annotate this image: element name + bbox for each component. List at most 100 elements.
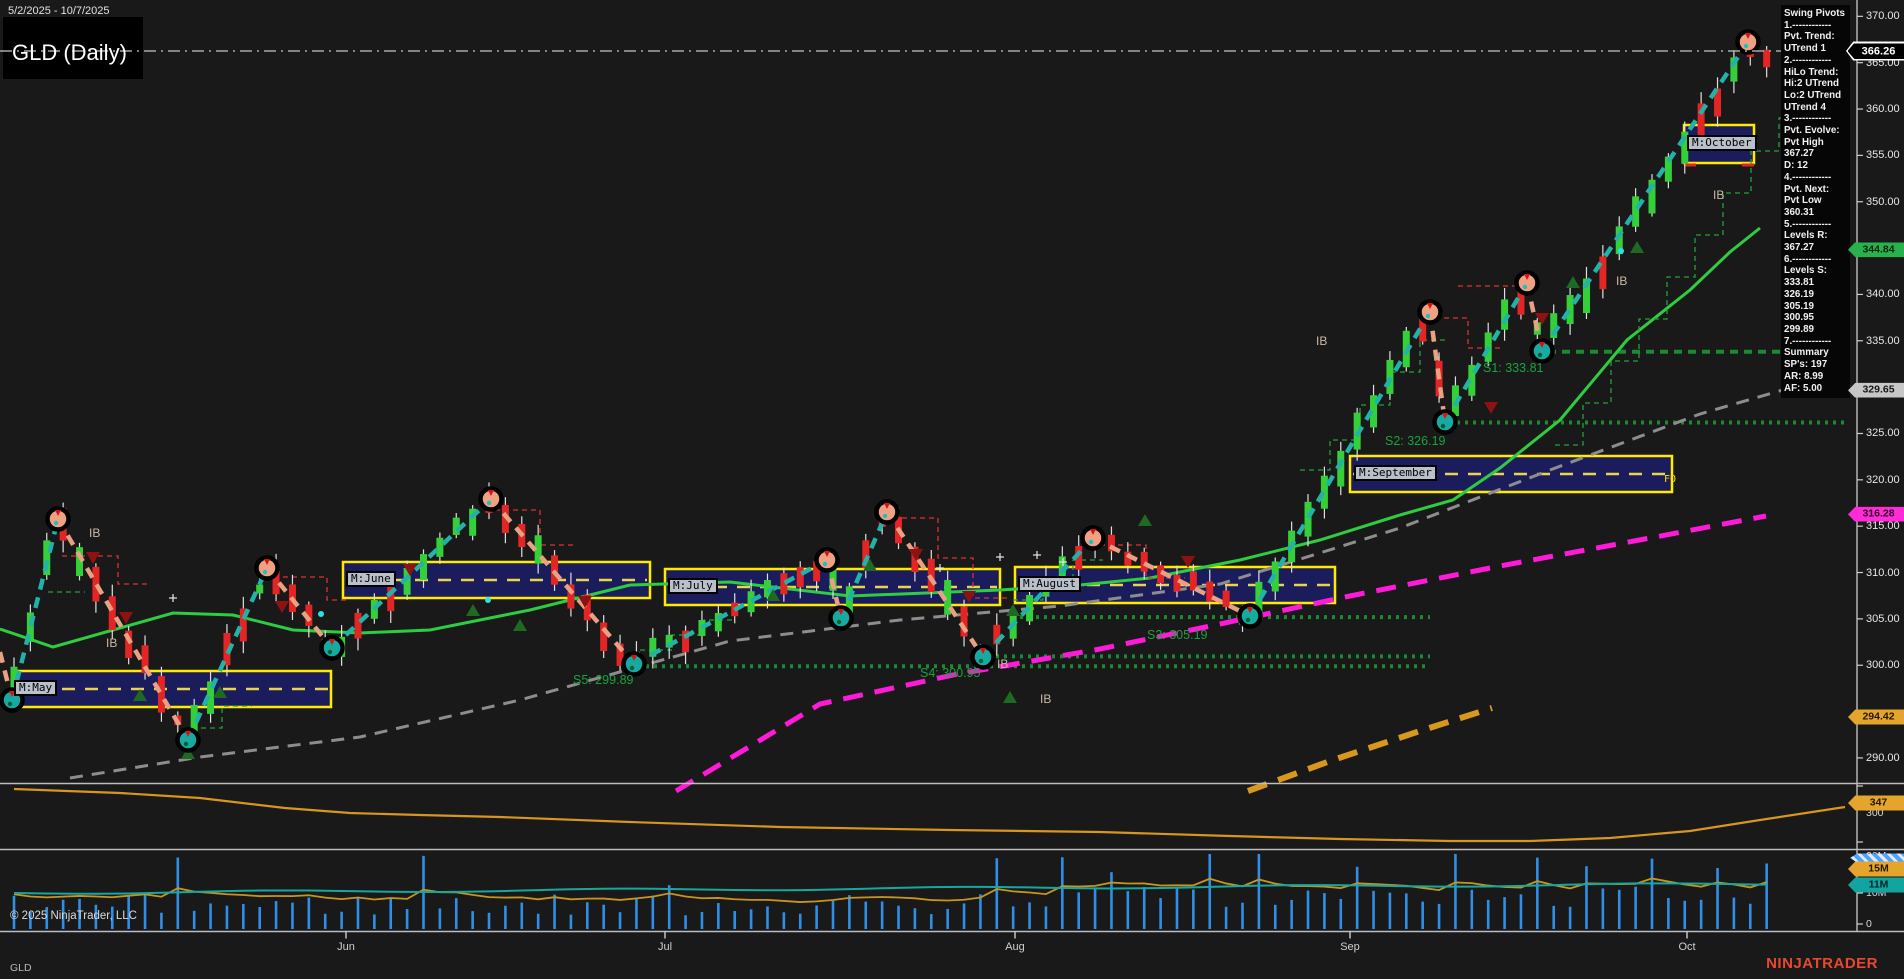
month-range-label[interactable]: M:October: [1687, 135, 1757, 151]
month-range-label[interactable]: M:June: [346, 571, 396, 587]
price-axis-label[interactable]: 315.00: [1866, 520, 1900, 533]
price-axis-label[interactable]: 310.00: [1866, 566, 1900, 579]
time-axis-month-label[interactable]: Sep: [1340, 941, 1360, 953]
month-range-label[interactable]: M:July: [668, 578, 718, 594]
candle-body: [354, 612, 362, 639]
price-axis-label[interactable]: 355.00: [1866, 149, 1900, 162]
support-level-label-s1: S1: 333.81: [1483, 361, 1544, 375]
month-range-label[interactable]: M:May: [14, 680, 58, 696]
price-axis-label[interactable]: 350.00: [1866, 195, 1900, 208]
pivot-dot-icon: [486, 500, 492, 506]
info-line-2: Pvt. Trend:: [1784, 31, 1835, 43]
candle-body: [403, 567, 411, 595]
candle-body: [944, 579, 952, 615]
time-axis-month-label[interactable]: Jun: [337, 941, 355, 953]
inside-bar-label: IB: [1316, 334, 1328, 348]
candle-body: [1468, 364, 1476, 396]
month-range-label[interactable]: M:September: [1354, 465, 1437, 481]
price-axis-label[interactable]: 290.00: [1866, 751, 1900, 764]
swing-zigzag-segment: [265, 566, 334, 650]
candle-body: [272, 565, 280, 595]
swing-zigzag-segment: [1091, 535, 1252, 619]
candle-body: [747, 591, 755, 613]
tab-gld[interactable]: GLD: [10, 962, 32, 974]
stop-level-steps-2: [495, 509, 575, 546]
candle-body: [1173, 574, 1181, 592]
price-axis-label[interactable]: 320.00: [1866, 473, 1900, 486]
candle-body: [207, 681, 215, 714]
candle-body: [1419, 314, 1427, 342]
swing-pivot-high: [1417, 299, 1443, 325]
price-marker-tag: 329.65: [1848, 382, 1904, 398]
swing-zigzag-segment: [885, 510, 985, 659]
pivot-dot-icon: [53, 520, 59, 526]
price-axis-label[interactable]: 325.00: [1866, 427, 1900, 440]
candle-body: [763, 580, 771, 598]
candle-body: [714, 613, 722, 632]
pivot-wedge-icon: [55, 510, 61, 516]
info-line-14: 4.------------: [1784, 171, 1832, 183]
sma-slow-gray: [69, 370, 1846, 780]
candle-body: [125, 630, 133, 659]
pivot-dot-icon: [1245, 617, 1251, 623]
candle-body: [1599, 256, 1607, 290]
candle-body: [1566, 295, 1574, 325]
support-level-label-s5: S5: 299.89: [573, 673, 634, 687]
candle-body: [387, 586, 395, 612]
sell-signal-triangle: [1181, 556, 1195, 568]
buy-signal-triangle: [1630, 241, 1644, 253]
pivot-wedge-icon: [824, 551, 830, 557]
swing-pivot-low: [319, 635, 345, 661]
volume-axis-label[interactable]: 0: [1866, 918, 1872, 930]
info-line-10: Pvt. Evolve:: [1784, 125, 1840, 137]
price-marker-tag: 316.28: [1848, 506, 1904, 522]
swing-pivot-high: [1735, 29, 1761, 55]
candle-body: [43, 540, 51, 576]
pivot-dot-icon: [7, 701, 13, 707]
price-axis-label[interactable]: 370.00: [1866, 10, 1900, 23]
month-range-label[interactable]: M:August: [1018, 576, 1081, 592]
last-price-value: 366.26: [1847, 43, 1904, 59]
month-range-box-may[interactable]: [11, 669, 333, 709]
price-axis-label[interactable]: 340.00: [1866, 288, 1900, 301]
time-axis-month-label[interactable]: Aug: [1005, 941, 1025, 953]
pivot-dot-icon: [629, 665, 635, 671]
swing-zigzag-segment: [56, 517, 190, 742]
candle-body: [1058, 556, 1066, 580]
candle-body: [239, 608, 247, 642]
volume-marker-tag: 11M: [1848, 877, 1904, 893]
price-axis-label[interactable]: 335.00: [1866, 334, 1900, 347]
time-axis-month-label[interactable]: Jul: [657, 941, 673, 953]
price-axis-label[interactable]: 305.00: [1866, 612, 1900, 625]
candle-body: [813, 560, 821, 582]
swing-pivot-high: [45, 506, 71, 532]
pivot-wedge-icon: [264, 559, 270, 565]
price-axis-label[interactable]: 300.00: [1866, 659, 1900, 672]
copyright-label: © 2025 NinjaTrader, LLC: [10, 910, 137, 922]
cyan-dot-marker: [485, 597, 491, 603]
pivot-wedge-icon: [1524, 274, 1530, 280]
candle-body: [649, 637, 657, 657]
candle-body: [1337, 450, 1345, 487]
volume-marker-tag: 15M: [1848, 861, 1904, 877]
swing-zigzag-segment: [489, 497, 636, 666]
buy-signal-triangle: [1006, 604, 1020, 616]
time-axis-month-label[interactable]: Oct: [1678, 941, 1696, 953]
candle-body: [1140, 551, 1148, 572]
indicator-value-tag: 347: [1848, 795, 1904, 811]
pivot-dot-icon: [1522, 284, 1528, 290]
swing-pivot-low: [1432, 409, 1458, 435]
pivot-dot-icon: [1425, 313, 1431, 319]
info-line-23: 333.81: [1784, 277, 1814, 289]
swing-pivot-high: [1080, 525, 1106, 551]
swing-pivot-low: [1529, 338, 1555, 364]
pivot-dot-icon: [1743, 43, 1749, 49]
swing-pivot-low: [621, 651, 647, 677]
info-line-21: 6.------------: [1784, 253, 1832, 265]
pivot-wedge-icon: [1427, 303, 1433, 309]
price-axis-label[interactable]: 360.00: [1866, 103, 1900, 116]
candle-body: [1550, 313, 1558, 338]
candle-body: [256, 584, 264, 594]
